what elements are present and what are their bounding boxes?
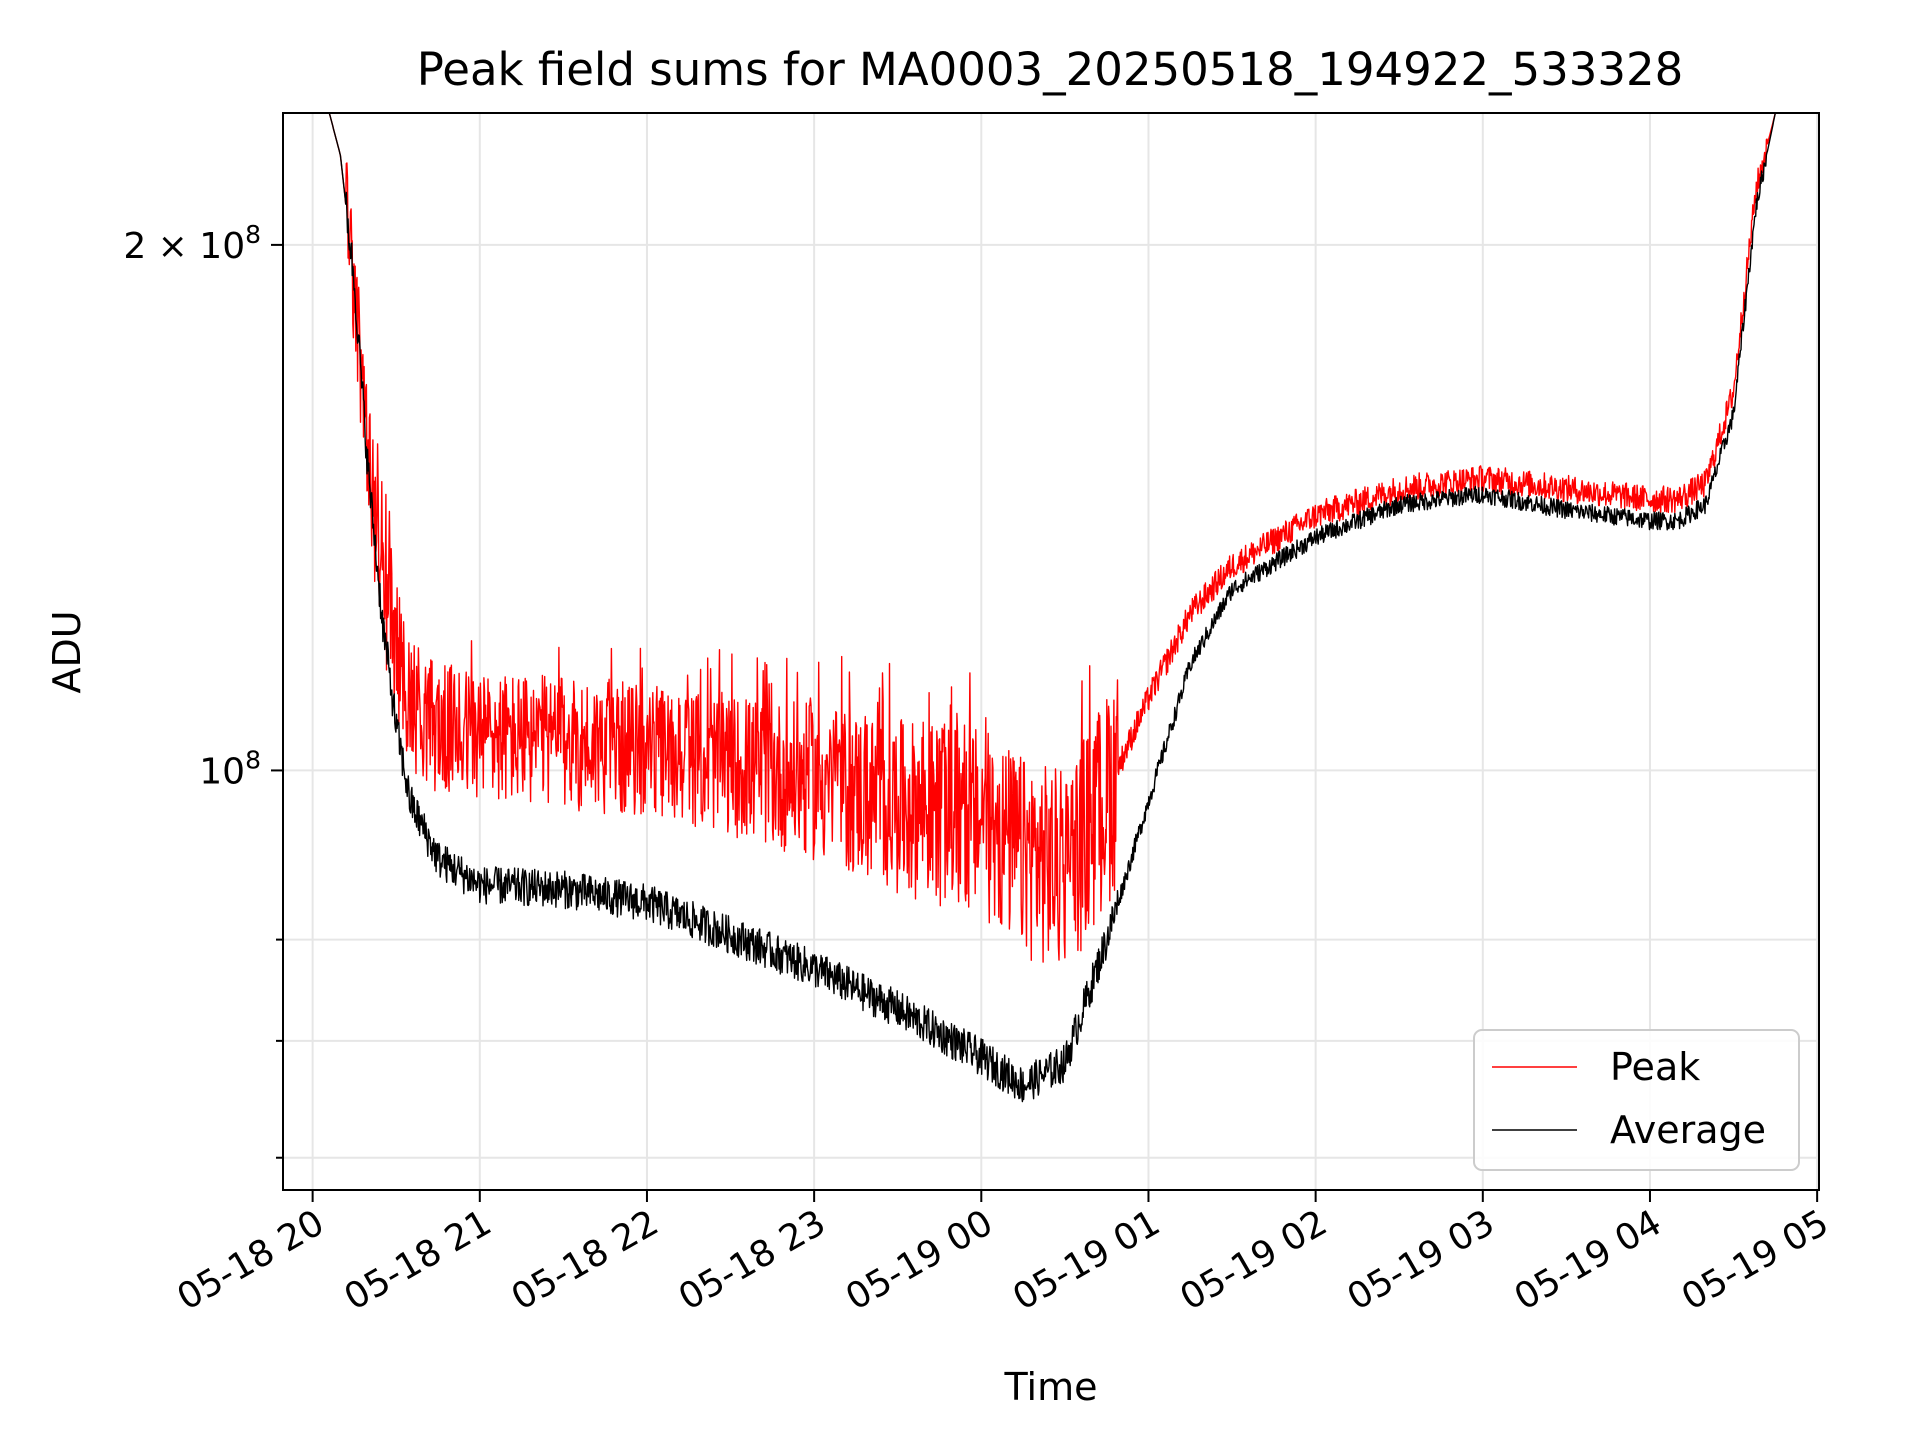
legend-box [1473,1029,1800,1171]
chart-title: Peak field sums for MA0003_20250518_1949… [417,43,1684,96]
legend-peak-label: Peak [1610,1045,1700,1089]
plot-area-frame [282,112,1820,1191]
grid-layer [283,113,1819,1190]
y-axis-label: ADU [45,610,89,693]
series-line-peak [283,113,1818,963]
legend: Peak Average [1473,1029,1800,1171]
legend-average-label: Average [1610,1108,1766,1152]
y-tick-label: 108 [199,745,261,792]
series-line-average [283,113,1818,1103]
series-layer [283,113,1818,1103]
y-tick-label: 2 × 108 [123,220,261,267]
y-axis: 108 2 × 108 [123,220,283,1159]
x-axis-label: Time [1004,1365,1098,1409]
